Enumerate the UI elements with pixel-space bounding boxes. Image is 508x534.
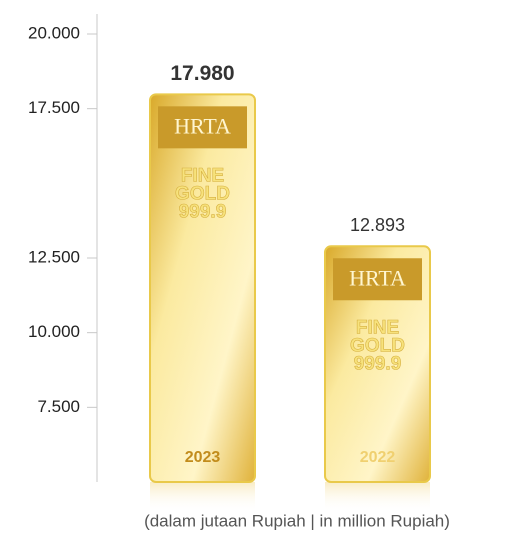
logo-plate bbox=[333, 258, 422, 301]
bar-stamp: GOLD bbox=[350, 335, 405, 356]
y-tick-label: 7.500 bbox=[37, 397, 80, 416]
bar-stamp: FINE bbox=[356, 317, 399, 338]
bar bbox=[149, 93, 256, 484]
y-tick-label: 12.500 bbox=[28, 247, 80, 266]
y-tick-label: 17.500 bbox=[28, 98, 80, 117]
logo: HRTA bbox=[174, 113, 231, 138]
x-tick-label: 2022 bbox=[360, 449, 396, 466]
logo: HRTA bbox=[349, 265, 406, 290]
bar bbox=[324, 245, 431, 483]
value-label: 17.980 bbox=[170, 62, 234, 85]
y-tick-label: 10.000 bbox=[28, 322, 80, 341]
bar-reflection bbox=[150, 482, 255, 512]
bar-stamp: 999.9 bbox=[179, 201, 227, 222]
bar-stamp: FINE bbox=[181, 165, 224, 186]
bar-reflection bbox=[325, 482, 430, 512]
bar-stamp: 999.9 bbox=[354, 353, 402, 374]
bar-stamp: GOLD bbox=[175, 183, 230, 204]
value-label: 12.893 bbox=[350, 215, 405, 235]
y-tick-label: 20.000 bbox=[28, 23, 80, 42]
x-tick-label: 2023 bbox=[185, 449, 221, 466]
logo-plate bbox=[158, 106, 247, 149]
note: (dalam jutaan Rupiah | in million Rupiah… bbox=[144, 511, 450, 530]
